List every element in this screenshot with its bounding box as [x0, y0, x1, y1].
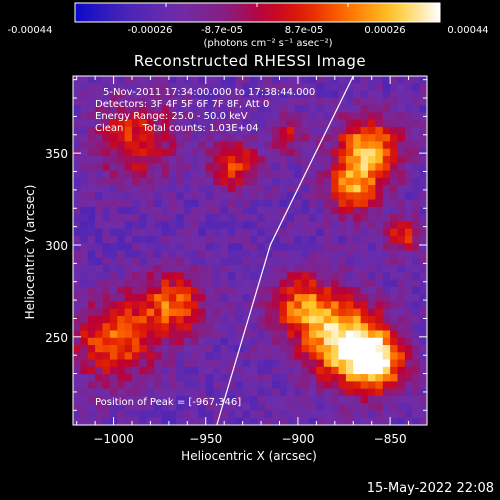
timestamp-footer: 15-May-2022 22:08: [366, 481, 494, 496]
plot-frame: [72, 75, 428, 426]
peak-position-label: Position of Peak = [-967,346]: [95, 397, 242, 408]
x-tick-label: −1000: [93, 432, 134, 446]
x-tick-label: −950: [189, 432, 222, 446]
annotation-time-range: 5-Nov-2011 17:34:00.000 to 17:38:44.000: [103, 87, 316, 98]
colorbar-unit-label: (photons cm⁻² s⁻¹ asec⁻²): [203, 38, 333, 49]
y-tick-label: 350: [45, 147, 68, 161]
annotation-clean-counts: Clean Total counts: 1.03E+04: [95, 123, 259, 134]
annotation-energy-range: Energy Range: 25.0 - 50.0 keV: [95, 111, 248, 122]
colorbar-tick-1: -0.00026: [127, 25, 173, 36]
solar-limb-line: [216, 75, 354, 426]
y-tick-label: 250: [45, 331, 68, 345]
colorbar-tick-2: -8.7e-05: [201, 25, 243, 36]
heatmap-cells: [73, 76, 428, 426]
colorbar-tick-4: 0.00026: [364, 25, 406, 36]
x-axis-label: Heliocentric X (arcsec): [181, 449, 317, 463]
colorbar: [74, 2, 441, 23]
chart-title: Reconstructed RHESSI Image: [133, 52, 367, 70]
colorbar-tick-5: 0.00044: [447, 25, 489, 36]
y-axis-label: Heliocentric Y (arcsec): [23, 184, 37, 320]
x-tick-label: −850: [374, 432, 407, 446]
y-tick-label: 300: [45, 239, 68, 253]
annotation-detectors: Detectors: 3F 4F 5F 6F 7F 8F, Att 0: [95, 99, 270, 110]
x-tick-label: −900: [281, 432, 314, 446]
colorbar-tick-0: -0.00044: [7, 25, 53, 36]
colorbar-tick-3: 8.7e-05: [284, 25, 324, 36]
